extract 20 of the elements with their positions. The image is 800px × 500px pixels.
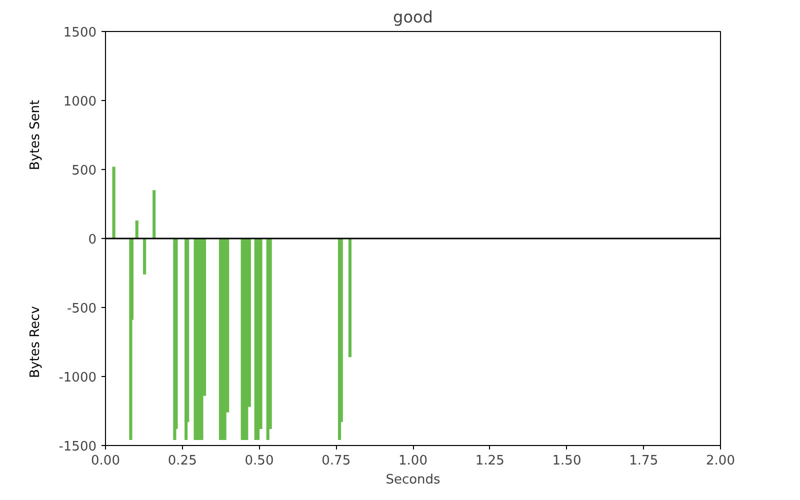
x-tick-label: 0.75 [322, 454, 351, 468]
x-tick-label: 1.25 [475, 454, 504, 468]
x-tick-label: 1.75 [629, 454, 658, 468]
x-tick-label: 1.00 [398, 454, 428, 468]
x-tick-label: 0.25 [168, 454, 197, 468]
chart-title: good [393, 8, 433, 26]
y-tick-label: 1500 [63, 26, 97, 40]
y-tick-label: 0 [88, 232, 97, 248]
y-tick-label: -500 [66, 302, 97, 316]
x-tick-label: 0.50 [244, 454, 274, 468]
x-tick-label: 0.00 [91, 454, 120, 468]
x-tick-label: 2.00 [706, 454, 735, 468]
text: Bytes Recv [28, 306, 43, 378]
y-tick-label: 1000 [63, 94, 97, 110]
x-axis-title: Seconds [386, 472, 441, 488]
x-tick-label: 1.50 [552, 454, 582, 468]
y-tick-label: -1500 [58, 440, 97, 454]
y-tick-label: 500 [72, 164, 97, 178]
y-axis-title: Bytes Sent [28, 100, 43, 170]
y-tick-label: -1000 [58, 370, 97, 386]
